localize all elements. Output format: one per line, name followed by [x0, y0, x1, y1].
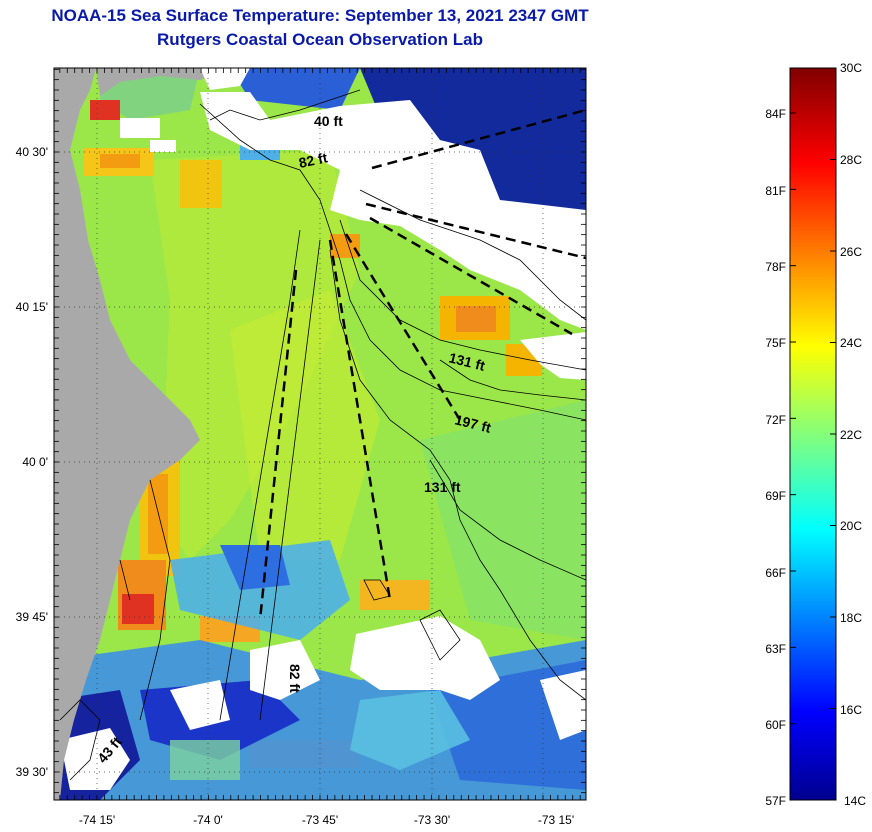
land-new-jersey	[54, 68, 200, 800]
hot-spot	[122, 594, 154, 624]
depth-label: 82 ft	[287, 664, 303, 693]
longitude-axis: -74 15' -74 0' -73 45' -73 30' -73 15'	[79, 813, 574, 827]
graticule	[54, 68, 586, 800]
cool-patch	[170, 540, 350, 640]
cloud-mask	[200, 68, 250, 90]
cloud-mask	[200, 92, 586, 330]
cool-band-east	[420, 400, 586, 640]
cool-patch-north	[230, 68, 360, 110]
lon-label: -73 15'	[538, 813, 574, 827]
latitude-axis: 40 30' 40 15' 40 0' 39 45' 39 30'	[16, 145, 48, 779]
cool-patch	[350, 690, 470, 770]
warm-coast-strip	[148, 474, 168, 554]
frame-ticks	[54, 68, 586, 800]
lon-label: -74 0'	[193, 813, 223, 827]
map-subtitle: Rutgers Coastal Ocean Observation Lab	[157, 30, 483, 49]
depth-label: 131 ft	[424, 479, 461, 495]
cloud-mask	[150, 140, 176, 152]
warm-patch	[360, 580, 430, 610]
transect-lines	[258, 108, 586, 621]
warm-patch	[456, 306, 496, 332]
lat-label: 40 15'	[16, 300, 48, 314]
depth-label: 40 ft	[314, 113, 343, 129]
lon-label: -74 15'	[79, 813, 115, 827]
land-north	[96, 68, 230, 96]
warm-patch	[180, 160, 222, 208]
lon-label: -73 30'	[414, 813, 450, 827]
cloud-mask	[60, 728, 130, 790]
lat-label: 39 30'	[16, 765, 48, 779]
hot-spot	[90, 100, 120, 120]
warm-band-2	[230, 290, 380, 560]
cloud-mask	[520, 332, 586, 380]
warm-patch	[100, 154, 140, 168]
lat-label: 40 0'	[22, 455, 48, 469]
map-title: NOAA-15 Sea Surface Temperature: Septemb…	[51, 6, 589, 25]
lat-label: 39 45'	[16, 610, 48, 624]
cloud-mask	[170, 680, 230, 730]
depth-label: 82 ft	[297, 149, 329, 171]
warm-patch	[330, 234, 360, 258]
lon-label: -73 45'	[302, 813, 338, 827]
depth-contours	[59, 89, 586, 781]
cool-patch	[220, 545, 290, 590]
cloud-mask	[540, 670, 586, 740]
cloud-mask	[250, 640, 320, 700]
lat-label: 40 30'	[16, 145, 48, 159]
cloud-mask	[350, 616, 500, 700]
cloud-mask	[120, 118, 160, 138]
cool-patch	[170, 740, 240, 780]
